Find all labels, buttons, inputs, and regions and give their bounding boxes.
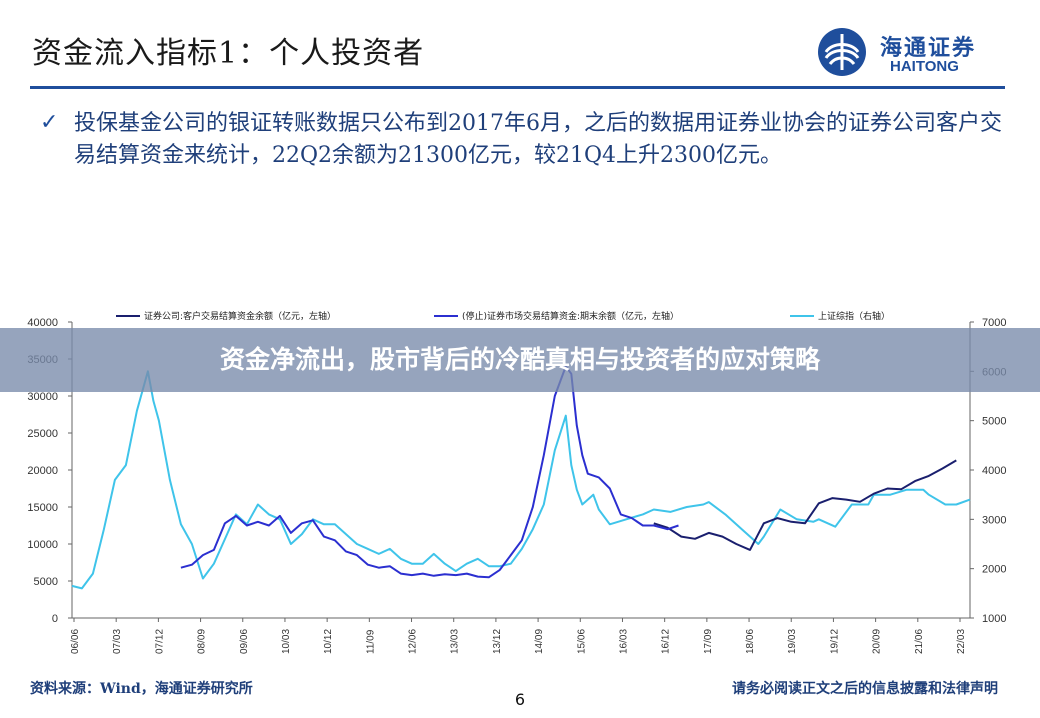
- overlay-headline: 资金净流出，股市背后的冷酷真相与投资者的应对策略: [219, 345, 820, 374]
- page-title: 资金流入指标1：个人投资者: [32, 36, 425, 71]
- haitong-logo: 海通证券 HAITONG: [818, 28, 1008, 80]
- y-left-tick-label: 5000: [34, 576, 58, 588]
- y-left-tick-label: 10000: [27, 539, 58, 551]
- x-tick-label: 11/09: [365, 629, 376, 654]
- x-tick-label: 06/06: [70, 629, 81, 654]
- y-right-tick-label: 7000: [982, 317, 1006, 329]
- y-left-tick-label: 15000: [27, 502, 58, 514]
- legend-label-2: 上证综指（右轴）: [818, 310, 890, 322]
- x-tick-label: 13/12: [492, 629, 503, 654]
- x-tick-label: 16/03: [618, 629, 629, 654]
- x-tick-label: 18/06: [745, 629, 756, 654]
- x-tick-label: 22/03: [956, 629, 967, 654]
- x-tick-label: 19/12: [829, 629, 840, 654]
- x-tick-label: 16/12: [661, 629, 672, 654]
- data-source: 资料来源：Wind，海通证券研究所: [30, 681, 253, 697]
- y-right-tick-label: 2000: [982, 564, 1006, 576]
- series-line-0: [653, 459, 957, 551]
- disclaimer: 请务必阅读正文之后的信息披露和法律声明: [732, 681, 998, 697]
- check-icon: ✓: [40, 110, 59, 135]
- y-right-tick-label: 3000: [982, 514, 1006, 526]
- y-left-tick-label: 0: [52, 613, 58, 625]
- legend-label-0: 证券公司:客户交易结算资金余额（亿元，左轴）: [144, 310, 336, 322]
- y-right-tick-label: 1000: [982, 613, 1006, 625]
- x-tick-label: 12/06: [408, 629, 419, 654]
- page-number: 6: [514, 690, 526, 709]
- x-tick-label: 08/09: [197, 629, 208, 654]
- x-tick-label: 19/03: [787, 629, 798, 654]
- series-line-1: [180, 365, 679, 579]
- y-right-tick-label: 4000: [982, 465, 1006, 477]
- x-tick-label: 17/09: [703, 629, 714, 654]
- x-tick-label: 09/06: [239, 629, 250, 654]
- y-left-tick-label: 30000: [27, 391, 58, 403]
- y-right-tick-label: 5000: [982, 416, 1006, 428]
- y-left-tick-label: 25000: [27, 428, 58, 440]
- x-tick-label: 21/06: [914, 629, 925, 654]
- x-tick-label: 07/12: [154, 629, 165, 654]
- x-tick-label: 20/09: [872, 629, 883, 654]
- logo-chinese-text: 海通证券: [880, 35, 977, 61]
- series-line-2: [71, 370, 971, 590]
- x-tick-label: 15/06: [576, 629, 587, 654]
- x-tick-label: 07/03: [112, 629, 123, 654]
- logo-icon: [818, 28, 866, 76]
- legend-label-1: (停止)证券市场交易结算资金:期末余额（亿元，左轴）: [462, 310, 679, 322]
- x-tick-label: 13/03: [450, 629, 461, 654]
- y-left-tick-label: 20000: [27, 465, 58, 477]
- title-divider: [30, 86, 1005, 89]
- x-tick-label: 14/09: [534, 629, 545, 654]
- fund-flow-chart: 0500010000150002000025000300003500040000…: [27, 310, 1006, 654]
- y-left-tick-label: 40000: [27, 317, 58, 329]
- x-tick-label: 10/03: [281, 629, 292, 654]
- title-overlay-banner: 资金净流出，股市背后的冷酷真相与投资者的应对策略: [0, 328, 1040, 392]
- logo-english-text: HAITONG: [890, 58, 959, 75]
- x-tick-label: 10/12: [323, 629, 334, 654]
- bullet-text: 投保基金公司的银证转账数据只公布到2017年6月，之后的数据用证券业协会的证券公…: [74, 111, 1002, 168]
